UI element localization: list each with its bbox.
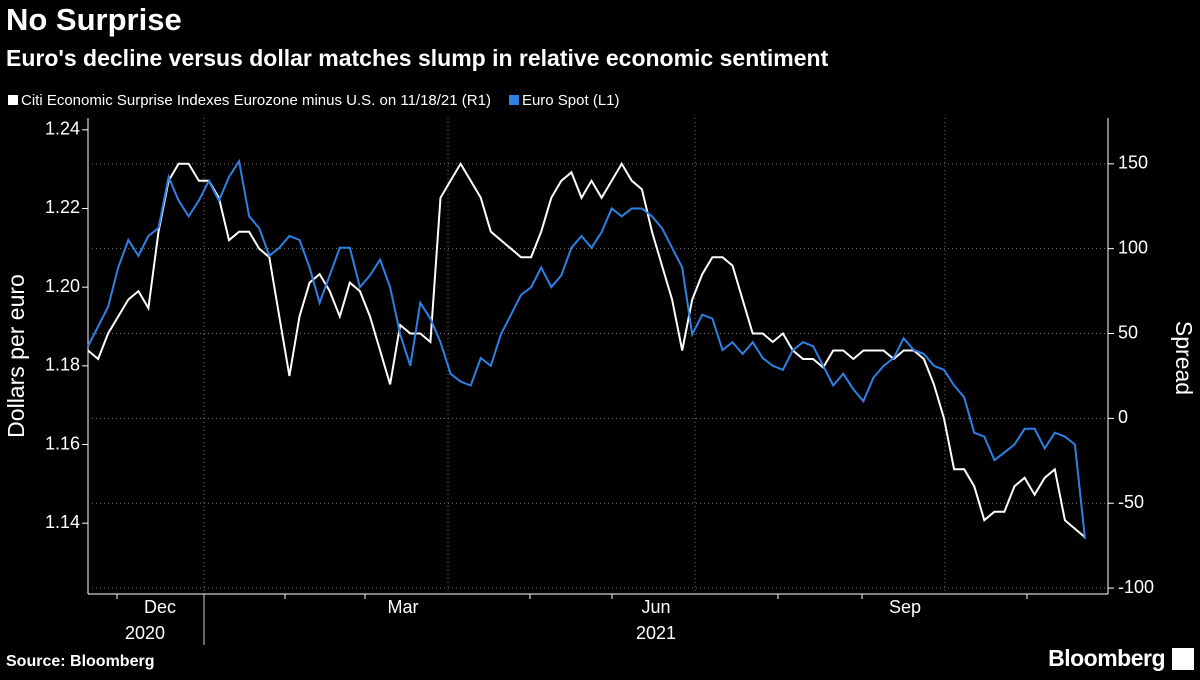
legend-label: Citi Economic Surprise Indexes Eurozone … bbox=[21, 92, 491, 109]
brand: Bloomberg bbox=[1048, 645, 1165, 671]
brand-icon bbox=[1172, 648, 1194, 670]
y-axis-label: Dollars per euro bbox=[3, 274, 29, 438]
y2-tick-label: -100 bbox=[1118, 577, 1154, 597]
legend-swatch bbox=[8, 95, 18, 105]
y2-tick-label: 50 bbox=[1118, 322, 1138, 342]
y2-tick-label: -50 bbox=[1118, 492, 1144, 512]
y2-axis-label: Spread bbox=[1171, 321, 1197, 395]
y-tick-label: 1.22 bbox=[45, 197, 80, 217]
x-tick-label: Sep bbox=[889, 597, 921, 617]
y2-tick-label: 0 bbox=[1118, 407, 1128, 427]
y2-tick-label: 100 bbox=[1118, 237, 1148, 257]
series-line bbox=[87, 161, 1086, 538]
y-tick-label: 1.16 bbox=[45, 433, 80, 453]
y-tick-label: 1.14 bbox=[45, 512, 80, 532]
x-tick-label: Mar bbox=[388, 597, 419, 617]
x-tick-label: Jun bbox=[641, 597, 670, 617]
source: Source: Bloomberg bbox=[6, 653, 154, 670]
chart-title: No Surprise bbox=[6, 2, 182, 37]
y-tick-label: 1.18 bbox=[45, 355, 80, 375]
x-tick-label: Dec bbox=[144, 597, 176, 617]
legend-swatch bbox=[508, 95, 519, 105]
x-year-label: 2020 bbox=[125, 623, 165, 643]
legend-label: Euro Spot (L1) bbox=[522, 92, 620, 109]
y-tick-label: 1.20 bbox=[45, 276, 80, 296]
y-tick-label: 1.24 bbox=[45, 119, 80, 139]
series-line bbox=[87, 158, 1086, 540]
x-year-label: 2021 bbox=[636, 623, 676, 643]
chart-subtitle: Euro's decline versus dollar matches slu… bbox=[6, 45, 829, 71]
y2-tick-label: 150 bbox=[1118, 153, 1148, 173]
